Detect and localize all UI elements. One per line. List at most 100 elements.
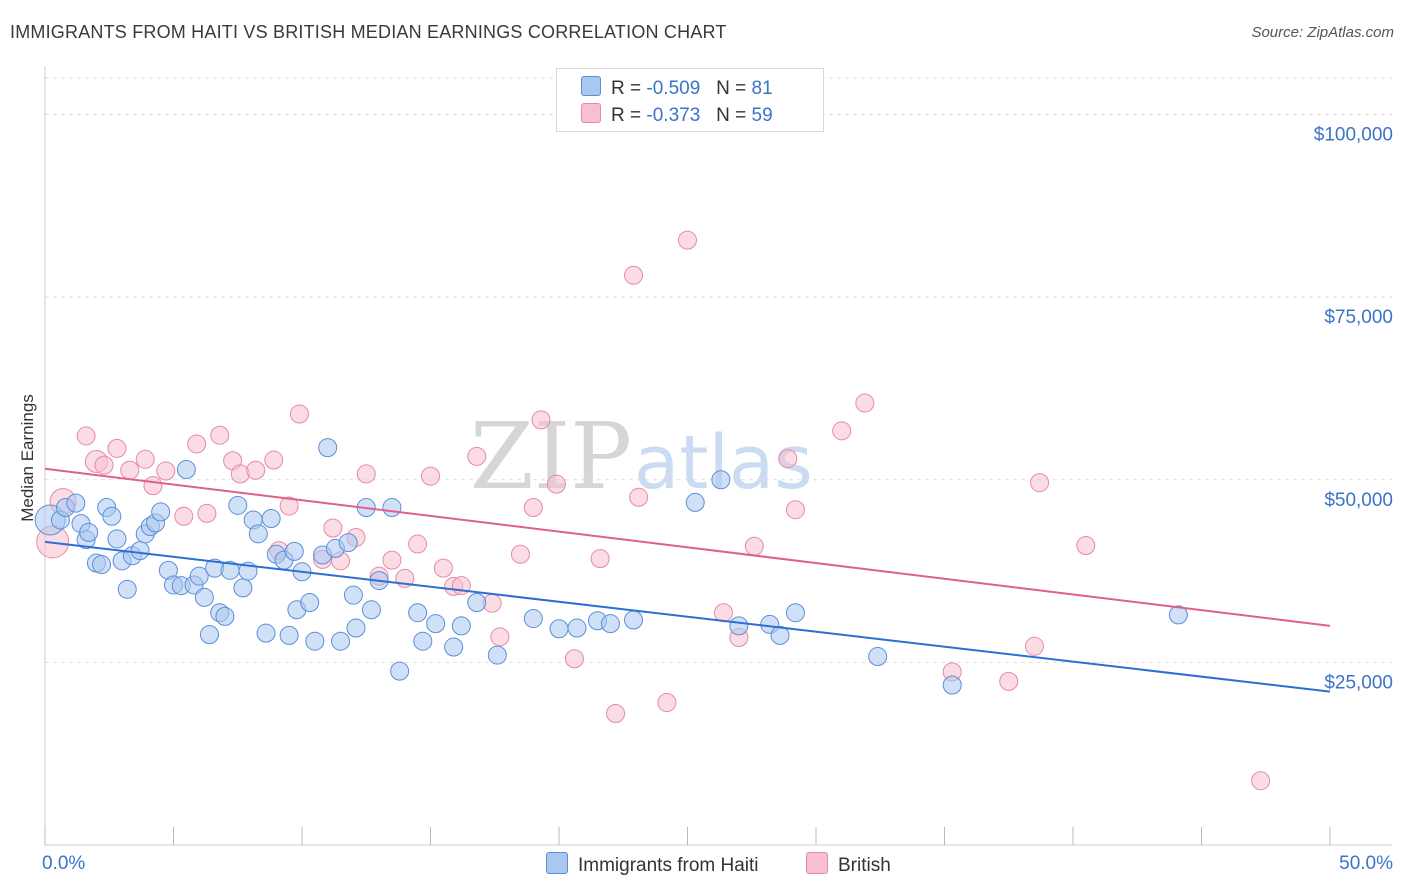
n-label: N =	[716, 105, 747, 126]
haiti-point	[79, 522, 99, 542]
british-point	[382, 550, 402, 570]
haiti-point	[413, 631, 433, 651]
haiti-point	[130, 541, 150, 561]
legend-row-british: R = -0.373 N = 59	[581, 103, 773, 127]
haiti-point	[624, 610, 644, 630]
british-point	[76, 426, 96, 446]
haiti-point	[785, 603, 805, 623]
haiti-point	[451, 616, 471, 636]
y-tick-label: $75,000	[1324, 307, 1393, 328]
haiti-n-value: 81	[751, 78, 773, 99]
british-point	[785, 500, 805, 520]
haiti-point	[346, 618, 366, 638]
chart-source: Source: ZipAtlas.com	[1251, 24, 1394, 41]
haiti-point	[390, 661, 410, 681]
haiti-point	[151, 502, 171, 522]
british-point	[156, 461, 176, 481]
haiti-point	[523, 609, 543, 629]
british-point	[356, 464, 376, 484]
british-point	[246, 460, 266, 480]
haiti-point	[261, 508, 281, 528]
haiti-point	[117, 579, 137, 599]
british-swatch	[581, 103, 601, 123]
british-point	[855, 393, 875, 413]
british-point	[999, 671, 1019, 691]
haiti-point	[256, 623, 276, 643]
haiti-point	[92, 554, 112, 574]
haiti-point	[102, 506, 122, 526]
y-tick-labels: $25,000 $50,000 $75,000 $100,000	[1314, 125, 1393, 694]
haiti-point	[66, 493, 86, 513]
r-label: R =	[611, 105, 642, 126]
haiti-point	[487, 645, 507, 665]
chart-title: IMMIGRANTS FROM HAITI VS BRITISH MEDIAN …	[10, 22, 727, 42]
british-point	[510, 544, 530, 564]
haiti-swatch	[581, 76, 601, 96]
british-point	[606, 704, 626, 724]
haiti-legend-label: Immigrants from Haiti	[578, 855, 759, 876]
british-point	[531, 410, 551, 430]
british-point	[279, 496, 299, 516]
british-point	[657, 693, 677, 713]
british-point	[107, 438, 127, 458]
british-point	[744, 536, 764, 556]
haiti-point	[600, 614, 620, 634]
legend-stats: R = -0.509 N = 81 R = -0.373 N = 59	[556, 68, 824, 132]
y-tick-label: $100,000	[1314, 125, 1393, 146]
legend-row-haiti: R = -0.509 N = 81	[581, 76, 773, 100]
haiti-point	[248, 524, 268, 544]
haiti-point	[729, 616, 749, 636]
british-point	[143, 476, 163, 496]
british-point	[323, 518, 343, 538]
british-point	[624, 265, 644, 285]
british-point	[490, 627, 510, 647]
british-point	[1076, 536, 1096, 556]
haiti-point	[467, 592, 487, 612]
trend-lines	[44, 467, 1331, 693]
haiti-points	[34, 438, 1188, 695]
haiti-point	[279, 625, 299, 645]
haiti-point	[685, 492, 705, 512]
haiti-point	[228, 495, 248, 515]
british-legend-swatch	[806, 852, 828, 874]
axes	[44, 66, 1392, 846]
haiti-point	[338, 533, 358, 553]
haiti-point	[300, 592, 320, 612]
british-point	[187, 434, 207, 454]
british-legend-label: British	[838, 855, 891, 876]
british-point	[289, 404, 309, 424]
british-trend-line	[44, 467, 1331, 627]
haiti-point	[567, 618, 587, 638]
watermark-zip: ZIP	[470, 403, 632, 510]
british-point	[408, 534, 428, 554]
haiti-point	[444, 637, 464, 657]
x-tick-label: 0.0%	[42, 853, 85, 874]
haiti-point	[711, 470, 731, 490]
british-point	[778, 449, 798, 469]
haiti-trend-line	[44, 540, 1331, 693]
british-point	[264, 450, 284, 470]
haiti-point	[318, 438, 338, 458]
haiti-point	[868, 647, 888, 667]
y-tick-label: $50,000	[1324, 490, 1393, 511]
haiti-point	[408, 603, 428, 623]
british-point	[197, 503, 217, 523]
haiti-point	[176, 460, 196, 480]
british-point	[523, 498, 543, 518]
british-point	[713, 603, 733, 623]
british-point	[832, 421, 852, 441]
haiti-point	[199, 625, 219, 645]
british-point	[120, 460, 140, 480]
british-point	[210, 425, 230, 445]
haiti-point	[382, 498, 402, 518]
y-axis-label: Median Earnings	[18, 394, 37, 522]
haiti-point	[189, 566, 209, 586]
haiti-point	[284, 541, 304, 561]
british-r-value: -0.373	[646, 105, 701, 126]
british-point	[135, 449, 155, 469]
r-label: R =	[611, 78, 642, 99]
haiti-point	[194, 587, 214, 607]
haiti-point	[331, 631, 351, 651]
haiti-point	[1168, 605, 1188, 625]
